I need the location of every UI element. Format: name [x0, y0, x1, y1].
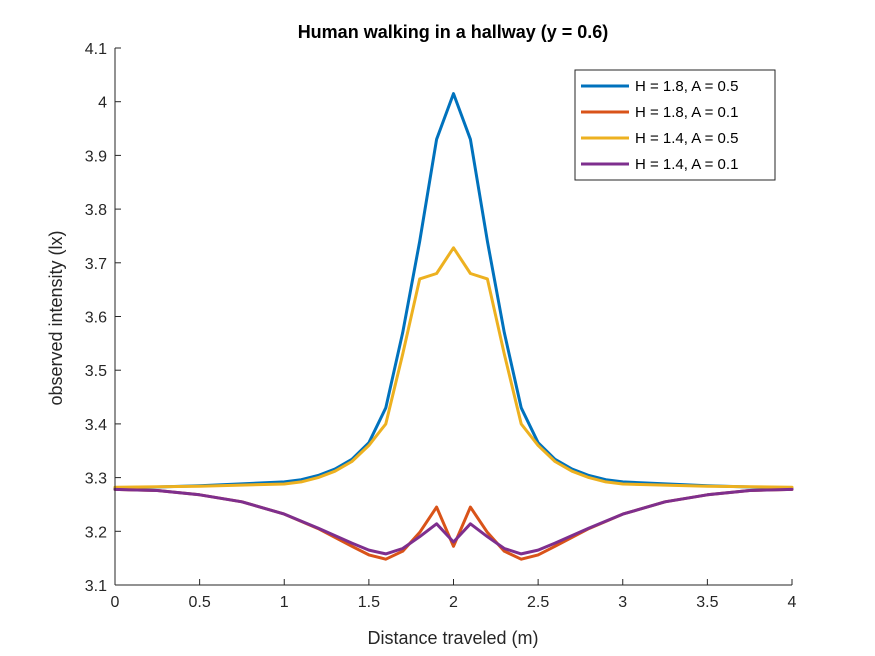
legend-entry-1: H = 1.8, A = 0.5 [635, 78, 738, 95]
series-line-4 [113, 487, 794, 556]
x-tick-label: 3 [618, 594, 627, 611]
x-tick-label: 3.5 [696, 594, 718, 611]
x-tick-label: 1.5 [358, 594, 380, 611]
legend: H = 1.8, A = 0.5 H = 1.8, A = 0.1 H = 1.4,… [574, 69, 776, 181]
series-line-1 [113, 92, 794, 490]
y-tick-label: 3.1 [85, 578, 107, 595]
plot-area [113, 92, 794, 561]
x-tick-label: 2.5 [527, 594, 549, 611]
y-tick-label: 3.3 [85, 471, 107, 488]
y-tick-label: 3.8 [85, 202, 107, 219]
legend-entry-2: H = 1.8, A = 0.1 [635, 104, 738, 121]
y-tick-label: 4.1 [85, 41, 107, 58]
x-tick-label: 2 [449, 594, 458, 611]
y-tick-label: 4 [98, 95, 107, 112]
y-tick-label: 3.9 [85, 148, 107, 165]
x-tick-label: 0 [111, 594, 120, 611]
x-tick-label: 1 [280, 594, 289, 611]
y-tick-label: 3.5 [85, 363, 107, 380]
x-tick-label: 0.5 [189, 594, 211, 611]
series-line-3 [113, 246, 794, 489]
y-tick-label: 3.6 [85, 310, 107, 327]
y-tick-label: 3.4 [85, 417, 107, 434]
y-tick-label: 3.2 [85, 524, 107, 541]
y-axis-label: observed intensity (lx) [46, 230, 66, 405]
legend-box [574, 69, 776, 181]
legend-entry-4: H = 1.4, A = 0.1 [635, 156, 738, 173]
chart-title: Human walking in a hallway (y = 0.6) [298, 22, 609, 42]
legend-entry-3: H = 1.4, A = 0.5 [635, 130, 738, 147]
x-axis-label: Distance traveled (m) [367, 628, 538, 648]
axes: 0 0.5 1 1.5 2 2.5 3 3.5 4 3.1 3.2 3.3 3.4 3.5 3.6 3.7 3.… [85, 41, 797, 611]
x-tick-label: 4 [788, 594, 797, 611]
y-tick-label: 3.7 [85, 256, 107, 273]
